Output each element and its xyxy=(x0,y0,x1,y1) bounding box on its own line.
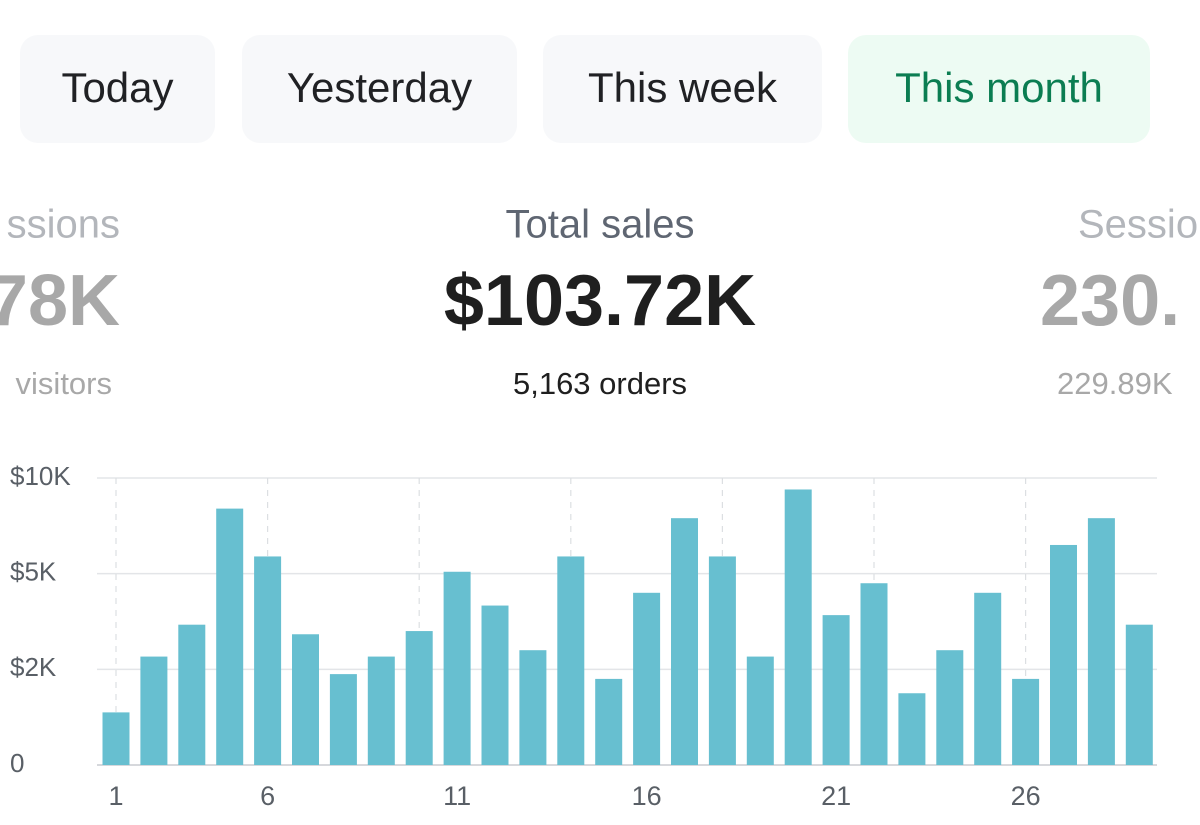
bar xyxy=(140,656,168,765)
tab-button[interactable] xyxy=(242,35,517,143)
x-tick-label: 6 xyxy=(260,781,275,811)
x-tick-label: 26 xyxy=(1011,781,1041,811)
y-tick-label: $2K xyxy=(10,652,57,682)
tab-button[interactable] xyxy=(543,35,822,143)
bar xyxy=(367,656,395,765)
x-tick-label: 21 xyxy=(821,781,851,811)
y-tick-label: $5K xyxy=(10,557,57,587)
bar xyxy=(254,556,282,765)
bar xyxy=(405,631,433,765)
x-tick-label: 16 xyxy=(632,781,662,811)
bar xyxy=(974,592,1002,765)
tab-label[interactable]: This week xyxy=(588,64,778,111)
bar xyxy=(1125,624,1153,765)
metric-title: ssions xyxy=(7,203,120,247)
bar xyxy=(860,583,888,765)
bar xyxy=(595,678,623,765)
bar xyxy=(1050,544,1077,765)
bar xyxy=(329,674,357,765)
bar xyxy=(898,693,926,765)
metric-value: 230. xyxy=(1040,261,1180,341)
bar xyxy=(1087,518,1115,765)
bar xyxy=(936,650,964,765)
bar xyxy=(822,615,850,765)
bar xyxy=(708,556,736,765)
metric-subtitle: 5,163 orders xyxy=(513,366,687,401)
metric-title: Total sales xyxy=(506,203,695,247)
bar xyxy=(784,489,812,765)
y-tick-label: 0 xyxy=(10,748,24,778)
bar xyxy=(746,656,774,765)
metric-title: Sessio xyxy=(1078,203,1198,247)
bar xyxy=(633,592,661,765)
bar xyxy=(557,556,585,765)
metric-subtitle: 229.89K xyxy=(1057,366,1173,401)
tab-label[interactable]: Today xyxy=(61,64,173,111)
y-tick-label: $10K xyxy=(10,461,71,491)
bar xyxy=(178,624,206,765)
bar xyxy=(671,518,698,765)
metric-value: $103.72K xyxy=(444,261,756,341)
bar xyxy=(443,571,471,765)
x-tick-label: 1 xyxy=(108,781,123,811)
bar xyxy=(292,634,319,765)
metric-subtitle: visitors xyxy=(16,366,112,401)
bar xyxy=(1012,678,1040,765)
bar xyxy=(102,712,130,765)
bar xyxy=(216,508,244,765)
tab-button[interactable] xyxy=(848,35,1150,143)
tab-label[interactable]: Yesterday xyxy=(287,64,472,111)
bar xyxy=(481,605,509,765)
bar xyxy=(519,650,547,765)
tab-label[interactable]: This month xyxy=(895,64,1103,111)
tab-button[interactable] xyxy=(20,35,215,143)
x-tick-label: 11 xyxy=(443,781,471,811)
metric-value: 78K xyxy=(0,261,120,341)
